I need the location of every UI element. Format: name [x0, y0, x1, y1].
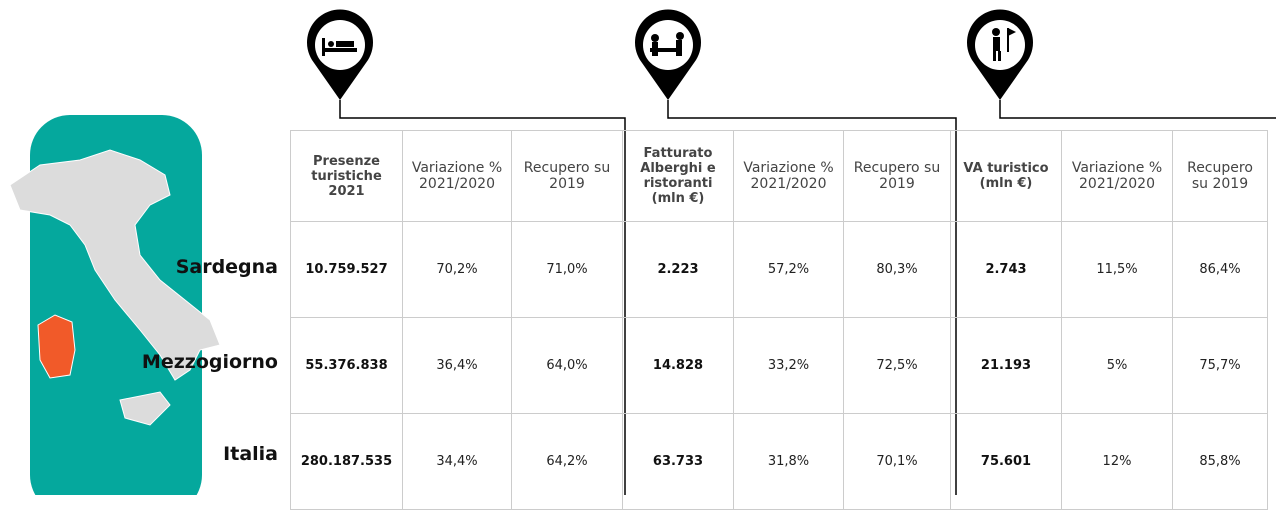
data-cell: 2.223	[622, 221, 734, 318]
data-cell: 12%	[1061, 413, 1173, 510]
data-row: 55.376.838 36,4% 64,0% 14.828 33,2% 72,5% 21.1…	[290, 317, 1268, 414]
data-cell: 10.759.527	[290, 221, 403, 318]
data-cell: 75,7%	[1172, 317, 1268, 414]
page: Presenze turistiche 2021 Variazione % 202…	[9, 9, 1276, 510]
data-cell: 55.376.838	[290, 317, 403, 414]
data-cell: 64,0%	[511, 317, 623, 414]
data-cell: 36,4%	[402, 317, 512, 414]
row-label: Italia	[223, 443, 278, 465]
header-cell: Variazione % 2021/2020	[402, 130, 512, 222]
data-table: Presenze turistiche 2021 Variazione % 202…	[290, 130, 1268, 510]
header-row: Presenze turistiche 2021 Variazione % 202…	[290, 130, 1268, 222]
data-cell: 64,2%	[511, 413, 623, 510]
data-cell: 34,4%	[402, 413, 512, 510]
header-cell: VA turistico (mln €)	[950, 130, 1062, 222]
pin-icon-bed	[307, 9, 373, 100]
row-label: Sardegna	[175, 256, 278, 278]
header-cell: Recupero su 2019	[511, 130, 623, 222]
row-label: Mezzogiorno	[141, 351, 278, 373]
italy-map	[9, 149, 221, 381]
data-cell: 85,8%	[1172, 413, 1268, 510]
sardinia	[37, 314, 76, 379]
pin-icon-tourist	[967, 9, 1033, 101]
data-cell: 11,5%	[1061, 221, 1173, 318]
data-cell: 86,4%	[1172, 221, 1268, 318]
data-cell: 14.828	[622, 317, 734, 414]
sicily	[119, 391, 171, 426]
data-cell: 63.733	[622, 413, 734, 510]
data-cell: 31,8%	[733, 413, 844, 510]
data-cell: 80,3%	[843, 221, 951, 318]
data-cell: 70,2%	[402, 221, 512, 318]
data-cell: 70,1%	[843, 413, 951, 510]
data-cell: 72,5%	[843, 317, 951, 414]
header-cell: Fatturato Alberghi e ristoranti (mln €)	[622, 130, 734, 222]
data-cell: 2.743	[950, 221, 1062, 318]
header-cell: Recupero su 2019	[1172, 130, 1268, 222]
decorations	[9, 9, 1276, 495]
data-row: 10.759.527 70,2% 71,0% 2.223 57,2% 80,3% 2.743…	[290, 221, 1268, 318]
header-cell: Variazione % 2021/2020	[1061, 130, 1173, 222]
pin-icon-restaurant	[634, 9, 701, 100]
data-cell: 5%	[1061, 317, 1173, 414]
header-cell: Presenze turistiche 2021	[290, 130, 403, 222]
data-cell: 280.187.535	[290, 413, 403, 510]
data-cell: 57,2%	[733, 221, 844, 318]
data-cell: 75.601	[950, 413, 1062, 510]
data-cell: 33,2%	[733, 317, 844, 414]
data-cell: 71,0%	[511, 221, 623, 318]
connector	[999, 100, 1276, 119]
data-cell: 21.193	[950, 317, 1062, 414]
header-cell: Variazione % 2021/2020	[733, 130, 844, 222]
header-cell: Recupero su 2019	[843, 130, 951, 222]
data-row: 280.187.535 34,4% 64,2% 63.733 31,8% 70,1% 75.…	[290, 413, 1268, 510]
